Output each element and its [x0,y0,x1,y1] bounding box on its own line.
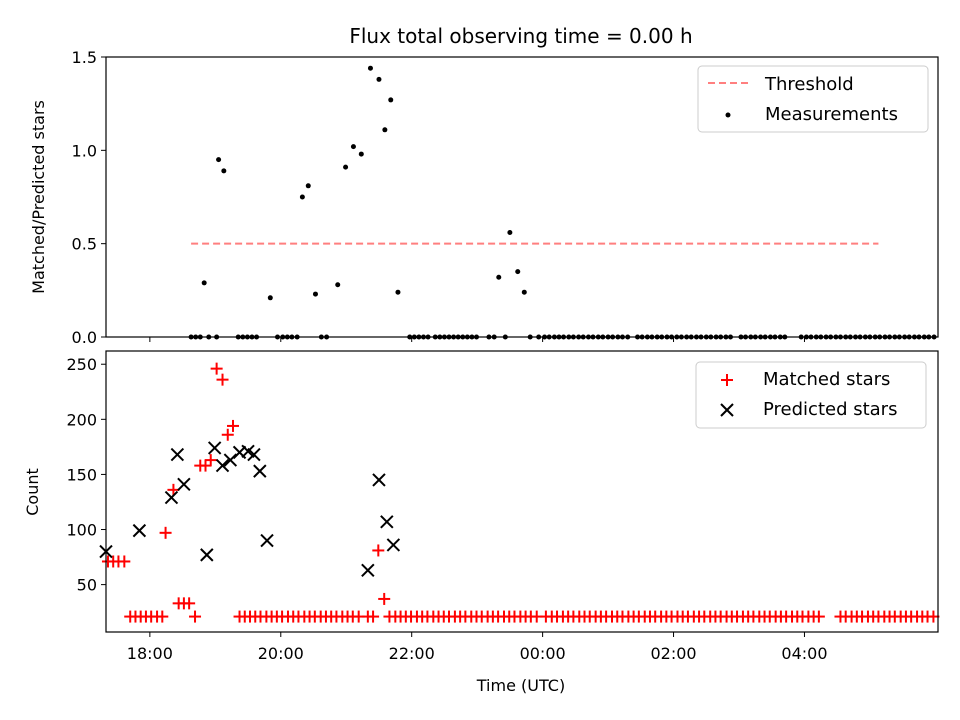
matched-star-point [210,362,223,375]
y-tick-label: 200 [66,410,97,429]
matched-star-point [367,610,380,623]
measurement-point [382,127,388,133]
measurement-point [335,282,341,288]
predicted-star-point [372,473,386,487]
predicted-star-point [207,441,222,455]
legend-measurements-swatch [725,112,731,118]
y-tick-label: 0.5 [72,235,97,254]
matched-star-point [156,610,169,623]
measurement-point [216,157,222,163]
measurement-point [521,289,527,295]
measurement-point [350,144,356,150]
measurement-point [201,280,207,286]
legend-predicted-swatch [720,403,734,417]
bottom-x-ticks: 18:00 20:00 22:00 00:00 02:00 04:00 [127,632,828,663]
predicted-star-point [164,490,179,505]
top-panel: Flux total observing time = 0.00 h 0.00.… [29,24,939,347]
y-tick-label: 150 [66,465,97,484]
top-title: Flux total observing time = 0.00 h [349,24,692,48]
measurement-point [305,183,311,189]
predicted-star-point [170,447,185,462]
bottom-x-label: Time (UTC) [476,676,565,695]
bottom-y-ticks: 50 100 150 200 250 [66,355,106,595]
matched-star-point [159,526,172,539]
bottom-y-label: Count [23,468,42,516]
legend-matched-swatch [721,374,733,386]
legend-measurements-label: Measurements [765,104,898,125]
bottom-legend: Matched stars Predicted stars [695,361,927,429]
predicted-star-point [247,447,261,462]
predicted-star-point [361,563,375,577]
matched-star-point [183,597,196,610]
measurement-point [388,97,394,103]
bottom-legend-box [695,361,927,429]
matched-star-point [199,459,212,472]
top-y-label: Matched/Predicted stars [29,100,48,294]
measurement-point [343,164,349,170]
bottom-axes-frame [105,350,939,633]
top-y-ticks: 0.0 0.5 1.0 1.5 [72,48,106,347]
measurement-point [312,291,318,297]
predicted-star-point [380,515,394,529]
x-tick-label: 00:00 [520,644,566,663]
predicted-star-point [200,548,214,562]
x-tick-label: 22:00 [389,644,435,663]
measurement-point [299,194,305,200]
matched-star-point [216,373,229,386]
bottom-panel: 50 100 150 200 250 18:00 20:00 22:00 00:00 02:00… [23,350,940,695]
matched-star-point [378,592,391,605]
x-tick-label: 20:00 [258,644,304,663]
measurement-point [267,295,273,301]
x-tick-label: 18:00 [127,644,173,663]
measurement-point [395,289,401,295]
predicted-star-point [253,464,267,478]
measurement-point [515,269,521,275]
matched-star-point [226,419,239,432]
measurement-point [367,65,373,71]
top-legend: Threshold Measurements [697,65,929,133]
legend-matched-label: Matched stars [763,369,890,390]
y-tick-label: 1.0 [72,141,97,160]
predicted-star-point [223,453,238,467]
measurement-point [376,76,382,82]
y-tick-label: 100 [66,521,97,540]
matched-star-point [812,610,825,623]
predicted-star-point [132,523,147,538]
predicted-star-point [386,538,401,552]
matched-star-point [204,454,217,467]
legend-predicted-label: Predicted stars [763,399,897,420]
matched-star-point [118,555,131,568]
matched-star-point [221,428,234,441]
x-tick-label: 04:00 [781,644,827,663]
measurement-point [358,151,364,157]
measurement-point [221,168,227,174]
matched-star-point [189,610,202,623]
top-axes-frame [105,56,939,338]
predicted-star-point [215,458,230,473]
legend-threshold-label: Threshold [764,74,854,95]
y-tick-label: 0.0 [72,328,97,347]
matched-star-point [372,544,385,557]
y-tick-label: 250 [66,355,97,374]
predicted-star-point [177,477,191,492]
measurement-point [496,274,502,280]
predicted-star-point [260,533,274,548]
y-tick-label: 50 [77,576,97,595]
measurement-point [507,229,513,235]
bottom-plot-marks [99,362,940,623]
top-legend-box [697,65,929,133]
y-tick-label: 1.5 [72,48,97,67]
x-tick-label: 02:00 [650,644,696,663]
